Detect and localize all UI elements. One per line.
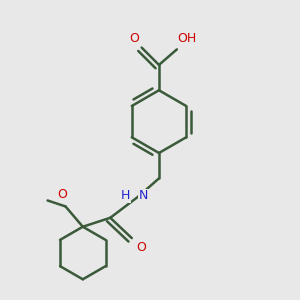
Text: O: O: [129, 32, 139, 45]
Text: O: O: [58, 188, 68, 201]
Text: OH: OH: [177, 32, 196, 45]
Text: O: O: [136, 241, 146, 254]
Text: N: N: [139, 189, 148, 202]
Text: H: H: [121, 189, 130, 202]
